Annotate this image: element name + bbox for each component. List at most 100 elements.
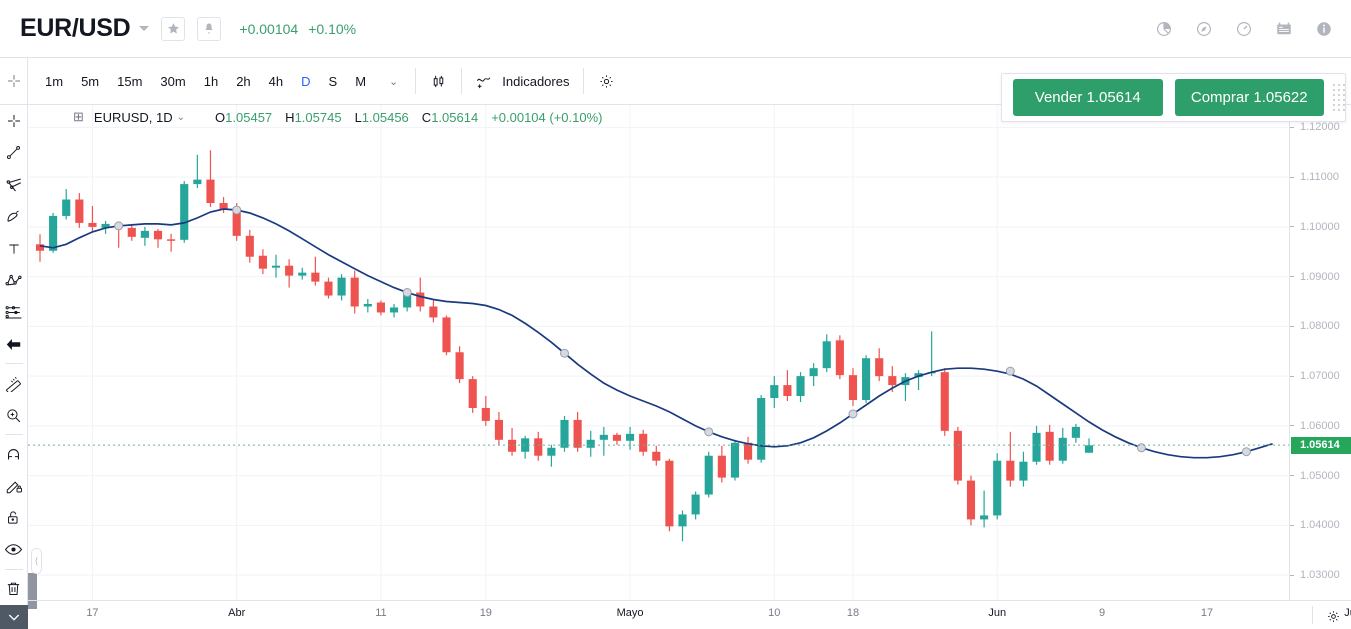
pencil-lock-icon <box>6 481 22 494</box>
arrow-tool[interactable] <box>0 328 28 360</box>
sell-button[interactable]: Vender 1.05614 <box>1013 79 1163 116</box>
cursor-crosshair-tool[interactable] <box>0 105 28 137</box>
candle-body <box>730 442 740 478</box>
stay-in-drawing-mode-tool[interactable] <box>0 470 28 502</box>
moving-average-marker <box>704 427 714 437</box>
measure-tool[interactable] <box>0 367 28 399</box>
pitchfork-tool[interactable] <box>0 169 28 201</box>
chart-pane-handle[interactable]: ⟨ <box>31 548 42 574</box>
compass-button[interactable] <box>1189 14 1219 44</box>
symbol-dropdown-chevron-icon[interactable] <box>139 26 150 31</box>
expand-legend-icon[interactable]: ⊞ <box>73 109 84 124</box>
timeframe-2h[interactable]: 2h <box>236 73 251 89</box>
price-tick: 1.11000 <box>1290 169 1351 185</box>
candle-body <box>678 514 687 527</box>
hide-drawings-tool[interactable] <box>0 534 28 566</box>
candle-body <box>324 281 333 296</box>
timeframe-4h[interactable]: 4h <box>268 73 284 89</box>
lock-drawings-tool[interactable] <box>0 502 28 534</box>
timeframe-M[interactable]: M <box>355 73 367 89</box>
candle-body <box>153 230 163 240</box>
candlestick-plot[interactable] <box>28 105 1289 600</box>
legend-open-value: 1.05457 <box>225 109 273 125</box>
moving-average-marker <box>402 288 412 298</box>
time-tick: 18 <box>846 607 860 619</box>
favorite-star-button[interactable] <box>161 16 186 41</box>
candle-body <box>363 303 372 307</box>
candle-body <box>1084 445 1094 453</box>
magnet-icon <box>8 448 19 460</box>
chart-type-button[interactable] <box>423 69 454 94</box>
patterns-tool[interactable] <box>0 265 28 297</box>
legend-chevron-down-icon[interactable]: ⌄ <box>176 111 186 123</box>
gear-icon <box>600 74 613 88</box>
time-tick: 10 <box>768 607 781 619</box>
alert-bell-button[interactable] <box>197 16 222 41</box>
time-tick: 11 <box>375 607 387 619</box>
candle-body <box>888 376 897 386</box>
legend-high-key: H <box>285 109 295 125</box>
time-tick: 9 <box>1099 607 1106 619</box>
time-axis[interactable]: 17Abr1119Mayo1018Jun917Jul713 <box>28 600 1351 629</box>
moving-average-marker <box>1241 447 1251 457</box>
gauge-button[interactable] <box>1229 14 1259 44</box>
time-tick: 17 <box>1200 607 1214 619</box>
timeframe-5m[interactable]: 5m <box>81 73 100 89</box>
zoom-in-tool[interactable] <box>0 399 28 431</box>
timeframe-D[interactable]: D <box>301 73 311 89</box>
chart-area[interactable]: ⊞ EURUSD, 1D ⌄ O1.05457 H1.05745 L1.05456 C… <box>28 105 1351 629</box>
candle-body <box>1032 432 1041 462</box>
legend-ohlc: O1.05457 H1.05745 L1.05456 C1.05614 +0.00104… <box>215 110 602 125</box>
brush-tool[interactable] <box>0 201 28 233</box>
symbol-title: EUR/USD <box>20 14 131 42</box>
magnet-mode-tool[interactable] <box>0 438 28 470</box>
trend-line-tool[interactable] <box>0 137 28 169</box>
pitchfork-icon <box>6 178 21 192</box>
info-button[interactable] <box>1309 14 1339 44</box>
moving-average-line <box>39 208 1273 459</box>
timeframe-1m[interactable]: 1m <box>45 73 64 89</box>
forecast-tool[interactable] <box>0 297 28 329</box>
price-tick: 1.06000 <box>1290 418 1351 434</box>
candle-body <box>547 447 556 456</box>
toolbar-divider <box>4 363 23 365</box>
candle-body <box>75 199 84 223</box>
header-icon-group <box>1149 14 1339 44</box>
candle-body <box>809 368 818 377</box>
news-calendar-button[interactable] <box>1269 14 1299 44</box>
buy-button[interactable]: Comprar 1.05622 <box>1174 79 1324 116</box>
chart-scrollbar[interactable] <box>28 573 37 609</box>
candle-body <box>285 265 294 276</box>
timeframe-S[interactable]: S <box>328 73 338 89</box>
gear-icon <box>1327 610 1339 622</box>
collapse-toolbar-button[interactable] <box>0 604 28 629</box>
candle-body <box>403 293 412 308</box>
candle-body <box>507 439 517 452</box>
candle-body <box>219 203 228 210</box>
candle-body <box>744 442 753 460</box>
remove-drawings-tool[interactable] <box>0 573 28 605</box>
chart-legend: ⊞ EURUSD, 1D ⌄ O1.05457 H1.05745 L1.05456 C… <box>73 109 603 125</box>
time-tick: Abr <box>228 607 246 619</box>
price-axis[interactable]: 1.12000 1.11000 1.10000 1.09000 1.08000 1.070… <box>1289 105 1351 600</box>
current-price-badge: 1.05614 <box>1291 436 1351 454</box>
timeframe-1h[interactable]: 1h <box>203 73 219 89</box>
trade-panel: Vender 1.05614 Comprar 1.05622 <box>1001 73 1346 122</box>
toolbar-divider <box>4 568 23 570</box>
price-tick: 1.09000 <box>1290 269 1351 285</box>
candle-body <box>612 434 622 441</box>
text-tool[interactable] <box>0 233 28 265</box>
timeframe-30m[interactable]: 30m <box>160 73 186 89</box>
crosshair-tool-slot[interactable] <box>0 58 28 104</box>
candle-body <box>717 455 726 478</box>
candle-body <box>271 265 281 268</box>
timeframe-15m[interactable]: 15m <box>117 73 143 89</box>
candle-body <box>311 272 320 282</box>
pie-chart-button[interactable] <box>1149 14 1179 44</box>
timeframe-more-chevron-icon[interactable]: ⌄ <box>389 75 399 88</box>
indicators-button[interactable]: Indicadores <box>469 69 576 94</box>
unlock-icon <box>8 511 18 525</box>
chart-settings-button[interactable] <box>591 69 622 94</box>
time-axis-settings-button[interactable] <box>1323 606 1343 626</box>
drag-handle-icon[interactable] <box>1333 83 1345 111</box>
